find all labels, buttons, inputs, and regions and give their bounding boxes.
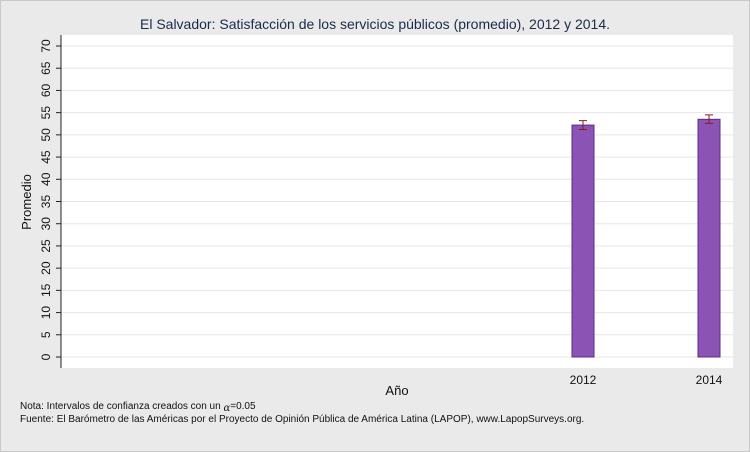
bar [571,124,595,358]
y-tick-label: 15 [39,283,53,297]
y-tick-label: 40 [39,172,53,186]
note-text-suffix: =0.05 [230,401,256,412]
y-axis-ticks: 0 5 10 15 20 25 30 35 40 45 50 55 60 65 70 [39,39,61,360]
y-tick-label: 10 [39,306,53,320]
chart-notes: Nota: Intervalos de confianza creados co… [20,401,584,425]
source-line: Fuente: El Barómetro de las Américas por… [20,414,585,425]
error-bars [579,114,713,131]
alpha-symbol: α [223,403,231,414]
y-tick-label: 55 [39,106,53,120]
y-tick-label: 35 [39,195,53,209]
y-tick-label: 50 [39,128,53,142]
y-tick-label: 70 [39,39,53,53]
note-text-prefix: Nota: Intervalos de confianza creados co… [20,401,224,412]
x-axis-title: Año [385,383,408,398]
y-tick-label: 20 [39,261,53,275]
x-axis-ticks: 2012 2014 [570,373,723,387]
y-tick-label: 65 [39,61,53,75]
y-axis-title: Promedio [19,174,34,230]
y-tick-label: 5 [39,331,53,338]
x-tick-label: 2012 [570,373,597,387]
y-tick-label: 30 [39,217,53,231]
note-line: Nota: Intervalos de confianza creados co… [20,401,584,414]
chart-title: El Salvador: Satisfacción de los servici… [139,16,611,32]
y-tick-label: 60 [39,83,53,97]
bar [697,118,721,358]
x-tick-label: 2014 [696,373,723,387]
y-tick-label: 25 [39,239,53,253]
grid-lines [61,45,733,358]
y-tick-label: 0 [39,353,53,360]
y-tick-label: 45 [39,150,53,164]
bars [571,118,721,358]
